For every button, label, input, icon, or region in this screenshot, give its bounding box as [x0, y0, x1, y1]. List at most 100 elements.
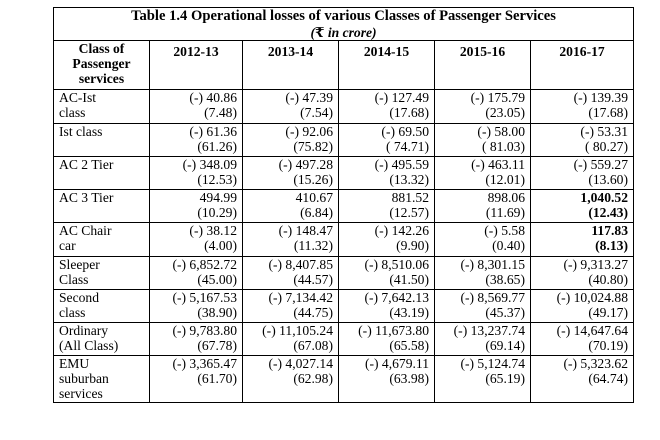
- loss-value: (-) 6,852.72: [172, 257, 237, 272]
- loss-percentage: (12.01): [485, 172, 525, 188]
- value-cell: (-) 4,027.14 (62.98): [242, 355, 339, 403]
- document: Table 1.4 Operational losses of various …: [52, 7, 635, 403]
- loss-percentage: (13.60): [588, 172, 628, 188]
- loss-value: (-) 9,783.80: [172, 323, 237, 338]
- loss-value: (-) 7,134.42: [268, 290, 333, 305]
- loss-value: (-) 8,407.85: [268, 257, 333, 272]
- value-cell: (-) 175.79 (23.05): [434, 89, 531, 124]
- header-year: 2015-16: [434, 40, 531, 90]
- loss-value: (-) 11,673.80: [358, 323, 429, 338]
- loss-value: (-) 4,027.14: [268, 356, 333, 371]
- header-year: 2014-15: [338, 40, 435, 90]
- loss-percentage: (4.00): [204, 238, 237, 254]
- loss-percentage: (65.19): [485, 371, 525, 387]
- header-year: 2013-14: [242, 40, 339, 90]
- table-title-text: Table 1.4 Operational losses of various …: [131, 8, 556, 24]
- value-cell: (-) 53.31( 80.27): [530, 123, 634, 157]
- row-label-line: Class: [59, 272, 89, 288]
- row-label-line: Ist class: [59, 124, 103, 139]
- loss-percentage: (23.05): [485, 105, 525, 121]
- loss-percentage: (38.65): [485, 272, 525, 288]
- loss-value: (-) 58.00: [477, 124, 525, 139]
- value-cell: (-) 14,647.64 (70.19): [530, 322, 634, 356]
- table-row: AC Chair car (-) 38.12 (4.00) (-) 148.47 (11.…: [53, 222, 634, 257]
- table-row: Ist class (-) 61.36 (61.26) (-) 92.06 (75.82…: [53, 123, 634, 157]
- loss-value: (-) 148.47: [278, 223, 333, 238]
- table-row: Sleeper Class (-) 6,852.72 (45.00) (-) 8,407…: [53, 256, 634, 290]
- loss-value: (-) 13,237.74: [453, 323, 525, 338]
- subtitle-text: in crore): [324, 24, 377, 40]
- loss-value: (-) 139.39: [573, 90, 628, 105]
- value-cell: 898.06 (11.69): [434, 189, 531, 223]
- loss-value: (-) 11,105.24: [262, 323, 333, 338]
- loss-percentage: (67.08): [293, 338, 333, 354]
- loss-value: (-) 3,365.47: [172, 356, 237, 371]
- value-cell: (-) 92.06 (75.82): [242, 123, 339, 157]
- row-label-line: (All Class): [59, 338, 119, 354]
- loss-percentage: (63.98): [389, 371, 429, 387]
- loss-value: (-) 5.58: [484, 223, 525, 238]
- loss-value: (-) 38.12: [189, 223, 237, 238]
- loss-percentage: (67.78): [197, 338, 237, 354]
- loss-percentage: (45.00): [197, 272, 237, 288]
- table-row: EMU suburban services (-) 3,365.47 (61.70) (-…: [53, 355, 634, 403]
- loss-value: 410.67: [295, 190, 333, 205]
- loss-percentage: (43.19): [389, 305, 429, 321]
- value-cell: 410.67 (6.84): [242, 189, 339, 223]
- loss-percentage: (65.58): [389, 338, 429, 354]
- value-cell: 1,040.52 (12.43): [530, 189, 634, 223]
- loss-percentage: (11.32): [293, 238, 333, 254]
- loss-value: (-) 14,647.64: [556, 323, 628, 338]
- value-cell: (-) 69.50( 74.71): [338, 123, 435, 157]
- row-label-line: AC 3 Tier: [59, 190, 114, 205]
- table-subtitle: (₹ in crore): [58, 25, 629, 41]
- loss-percentage: (8.13): [595, 238, 628, 254]
- row-class-label: EMU suburban services: [53, 355, 150, 403]
- header-class-line3: services: [78, 71, 125, 87]
- row-label-line: car: [59, 238, 76, 254]
- row-label-line: EMU: [59, 356, 90, 371]
- value-cell: (-) 11,673.80 (65.58): [338, 322, 435, 356]
- loss-percentage: (75.82): [293, 139, 333, 155]
- value-cell: (-) 3,365.47 (61.70): [149, 355, 243, 403]
- loss-percentage: (61.70): [197, 371, 237, 387]
- loss-value: (-) 9,313.27: [563, 257, 628, 272]
- row-label-line: class: [59, 305, 86, 321]
- loss-value: (-) 495.59: [374, 157, 429, 172]
- row-label-line: Second: [59, 290, 100, 305]
- loss-percentage: (17.68): [389, 105, 429, 121]
- loss-percentage: ( 74.71): [385, 139, 429, 155]
- loss-percentage: (44.57): [293, 272, 333, 288]
- table-row: Ordinary (All Class) (-) 9,783.80 (67.78) (-…: [53, 322, 634, 356]
- value-cell: (-) 5,167.53 (38.90): [149, 289, 243, 323]
- loss-value: (-) 61.36: [189, 124, 237, 139]
- value-cell: (-) 8,301.15 (38.65): [434, 256, 531, 290]
- value-cell: (-) 6,852.72 (45.00): [149, 256, 243, 290]
- value-cell: (-) 10,024.88 (49.17): [530, 289, 634, 323]
- loss-percentage: (13.32): [389, 172, 429, 188]
- value-cell: (-) 58.00( 81.03): [434, 123, 531, 157]
- loss-percentage: (0.40): [492, 238, 525, 254]
- header-class-line1: Class of: [78, 41, 125, 56]
- value-cell: (-) 139.39 (17.68): [530, 89, 634, 124]
- header-year: 2012-13: [149, 40, 243, 90]
- loss-percentage: (11.69): [485, 205, 525, 221]
- row-label-line: AC Chair: [59, 223, 112, 238]
- loss-percentage: ( 80.27): [584, 139, 628, 155]
- loss-percentage: (49.17): [588, 305, 628, 321]
- loss-value: (-) 348.09: [182, 157, 237, 172]
- loss-value: (-) 5,323.62: [563, 356, 628, 371]
- loss-percentage: (45.37): [485, 305, 525, 321]
- loss-value: 494.99: [199, 190, 237, 205]
- value-cell: (-) 13,237.74 (69.14): [434, 322, 531, 356]
- losses-table: Table 1.4 Operational losses of various …: [52, 7, 635, 90]
- value-cell: (-) 47.39 (7.54): [242, 89, 339, 124]
- value-cell: (-) 8,510.06 (41.50): [338, 256, 435, 290]
- value-cell: (-) 11,105.24 (67.08): [242, 322, 339, 356]
- loss-percentage: (7.48): [204, 105, 237, 121]
- loss-percentage: (7.54): [300, 105, 333, 121]
- loss-value: (-) 7,642.13: [364, 290, 429, 305]
- loss-percentage: (69.14): [485, 338, 525, 354]
- loss-percentage: (64.74): [588, 371, 628, 387]
- value-cell: (-) 9,313.27 (40.80): [530, 256, 634, 290]
